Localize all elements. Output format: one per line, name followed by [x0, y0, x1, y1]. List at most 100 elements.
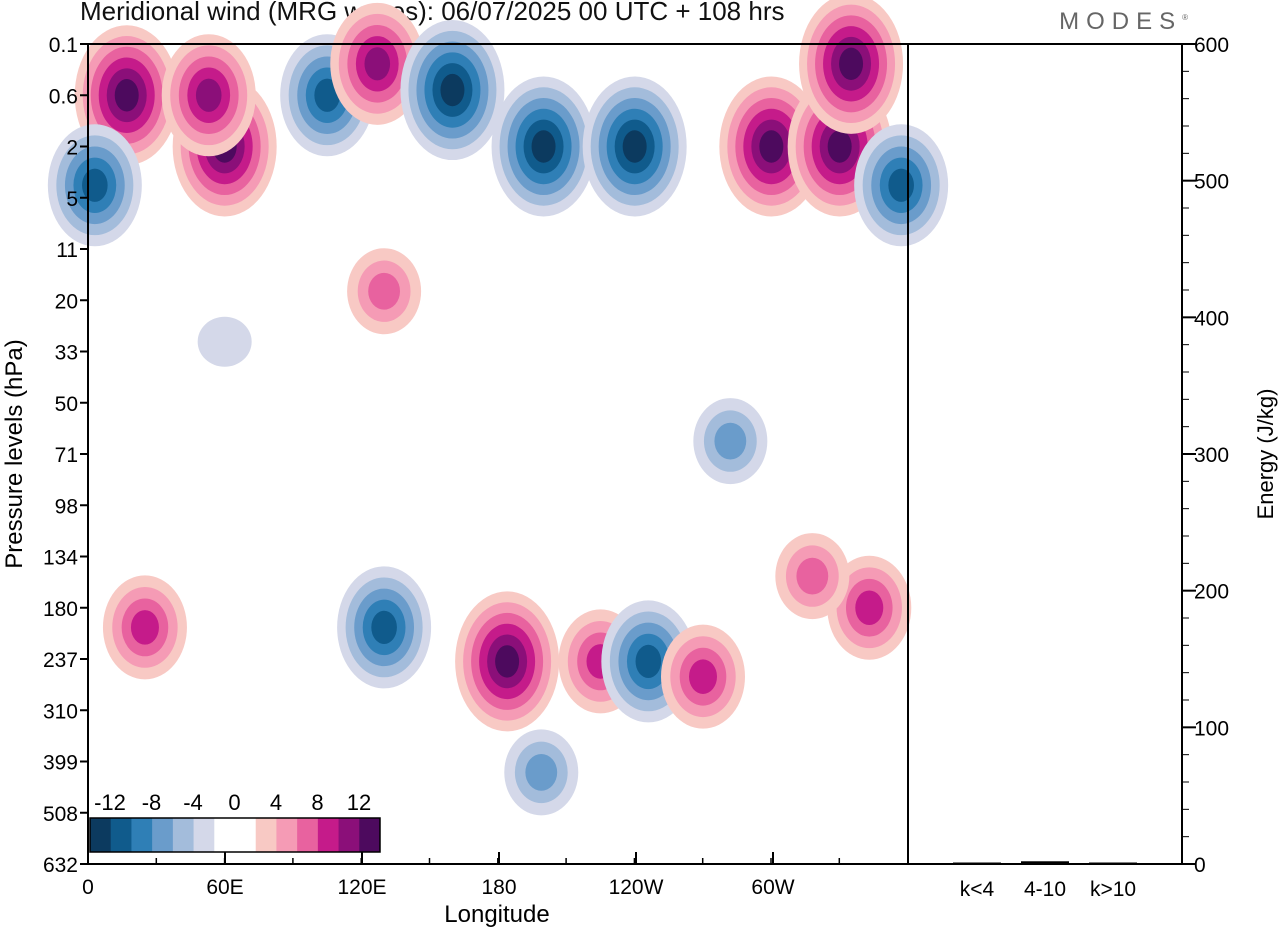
colorbar-swatch	[214, 818, 236, 852]
wind-contour	[364, 47, 391, 81]
wind-contour	[888, 168, 914, 202]
wind-contour	[130, 610, 159, 645]
y-tick-label: 50	[55, 393, 78, 416]
y-tick-label: 11	[56, 239, 78, 262]
y-tick-label: 98	[55, 495, 78, 518]
energy-tick-label: 200	[1194, 581, 1229, 604]
y-tick-label: 180	[43, 598, 78, 621]
colorbar-label: 8	[311, 790, 323, 815]
energy-category-label: k<4	[960, 878, 995, 901]
y-tick-label: 0.1	[49, 34, 78, 57]
colorbar: -12 -8 -4 0 4 8 12	[89, 790, 381, 853]
colorbar-swatch	[255, 818, 277, 852]
wind-contour	[796, 557, 829, 595]
wind-contour	[689, 659, 717, 694]
x-tick-label: 0	[82, 876, 94, 899]
y-tick-label: 33	[55, 342, 78, 365]
y-tick-label: 632	[43, 854, 78, 877]
y-tick-label: 2	[66, 137, 78, 160]
energy-axes: 0 100 200 300 400 500 600	[1182, 34, 1229, 877]
heatmap-axes: 0 60E 120E 180 120W 60W 0.1 0.6 2 5 11 20 33 50 71 98 13…	[43, 34, 841, 899]
wind-contour	[368, 272, 401, 310]
x-tick-label: 60W	[751, 876, 794, 899]
x-tick-label: 60E	[206, 876, 243, 899]
wind-feature	[854, 124, 949, 247]
energy-tick-label: 300	[1194, 444, 1229, 467]
y-tick-label: 399	[43, 752, 78, 775]
x-tick-label: 120W	[609, 876, 664, 899]
colorbar-swatch	[338, 818, 360, 852]
wind-feature	[47, 124, 142, 247]
wind-contour	[855, 590, 884, 626]
energy-tick-label: 500	[1194, 171, 1229, 194]
wind-contour	[839, 47, 864, 81]
colorbar-swatch	[297, 818, 319, 852]
wind-contour	[495, 645, 520, 678]
modes-logo: MODES®	[1059, 8, 1188, 36]
wind-feature	[337, 566, 432, 689]
x-tick-label: 120E	[337, 876, 386, 899]
y-tick-label: 71	[55, 444, 78, 467]
wind-contour	[714, 422, 747, 460]
wind-feature	[400, 20, 505, 161]
energy-bar	[1089, 862, 1137, 864]
colorbar-label: 12	[347, 790, 371, 815]
wind-feature	[347, 248, 422, 335]
wind-heatmap	[47, 0, 949, 816]
wind-feature	[74, 25, 179, 166]
y-axis-label: Pressure levels (hPa)	[1, 339, 28, 568]
wind-contour	[531, 130, 556, 163]
y-tick-label: 508	[43, 803, 78, 826]
wind-contour	[759, 130, 784, 163]
wind-contour	[114, 79, 139, 112]
colorbar-swatch	[131, 818, 153, 852]
colorbar-swatch	[172, 818, 195, 852]
colorbar-swatch	[152, 818, 174, 852]
colorbar-label: 0	[228, 790, 240, 815]
energy-tick-label: 0	[1194, 854, 1206, 877]
colorbar-frame	[89, 817, 381, 853]
colorbar-label: 4	[270, 790, 282, 815]
wind-feature	[799, 0, 904, 134]
energy-tick-label: 100	[1194, 717, 1229, 740]
colorbar-swatch	[276, 818, 298, 852]
wind-contour	[197, 316, 252, 367]
wind-feature	[161, 34, 256, 157]
colorbar-swatch	[193, 818, 215, 852]
wind-feature	[693, 398, 768, 485]
wind-contour	[371, 610, 397, 644]
energy-bar	[953, 862, 1001, 864]
energy-category-label: k>10	[1090, 878, 1136, 901]
colorbar-swatch	[317, 818, 340, 852]
wind-feature	[197, 316, 252, 367]
y-tick-label: 0.6	[49, 85, 78, 108]
energy-bar	[1021, 861, 1069, 864]
colorbar-swatch	[110, 818, 132, 852]
colorbar-swatch	[90, 818, 112, 852]
colorbar-swatch	[359, 818, 381, 852]
wind-feature	[491, 76, 596, 217]
wind-contour	[525, 753, 558, 791]
energy-tick-label: 600	[1194, 34, 1229, 57]
wind-contour	[195, 78, 222, 112]
energy-axis-label: Energy (J/kg)	[1253, 389, 1278, 520]
modes-logo-text: MODES	[1059, 8, 1183, 35]
energy-tick-label: 400	[1194, 307, 1229, 330]
modes-logo-mark: ®	[1182, 13, 1188, 22]
energy-bars: k<4 4-10 k>10	[953, 861, 1137, 901]
wind-feature	[582, 76, 687, 217]
y-tick-label: 134	[43, 547, 78, 570]
x-axis-label: Longitude	[444, 901, 549, 928]
wind-contour	[827, 130, 852, 163]
colorbar-label: -4	[183, 790, 203, 815]
y-tick-label: 5	[66, 188, 78, 211]
energy-frame	[907, 43, 1183, 865]
wind-feature	[775, 533, 850, 620]
y-tick-label: 237	[43, 649, 78, 672]
colorbar-label: -12	[94, 790, 126, 815]
y-tick-label: 310	[43, 700, 78, 723]
wind-feature	[661, 624, 745, 729]
wind-contour	[314, 78, 340, 112]
wind-feature	[455, 591, 560, 732]
